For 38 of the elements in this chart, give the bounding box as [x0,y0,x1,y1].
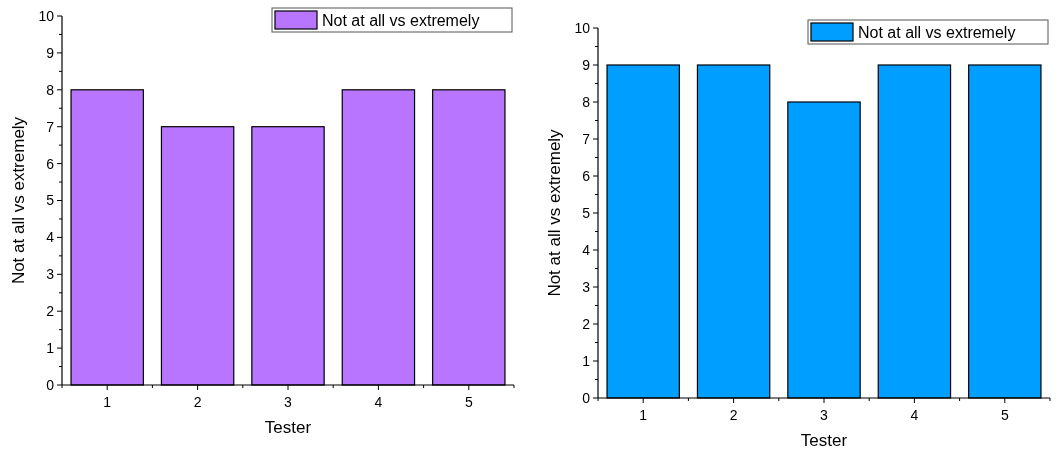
y-tick-label: 9 [46,44,55,61]
y-tick-label: 1 [582,352,591,369]
x-tick-label: 4 [374,394,383,410]
y-tick-label: 4 [46,229,55,246]
y-tick-label: 6 [46,155,55,172]
y-tick-label: 8 [46,81,55,98]
y-tick-label: 2 [582,315,591,332]
legend-label: Not at all vs extremely [322,11,480,29]
y-tick-label: 3 [582,278,591,295]
y-tick-label: 8 [582,93,591,110]
y-tick-label: 10 [38,7,55,24]
y-axis-title: Not at all vs extremely [9,116,28,285]
y-axis-title: Not at all vs extremely [545,128,564,297]
y-tick-label: 10 [574,19,591,36]
y-tick-label: 6 [582,167,591,184]
x-tick-label: 1 [639,407,648,423]
y-tick-label: 5 [582,204,591,221]
y-tick-label: 3 [46,266,55,283]
y-tick-label: 5 [46,192,55,209]
y-tick-label: 7 [46,118,55,135]
x-tick-label: 3 [820,407,829,423]
y-tick-label: 1 [46,340,55,356]
y-tick-label: 7 [582,130,591,147]
x-tick-label: 1 [103,394,112,410]
y-tick-label: 0 [46,376,55,393]
x-tick-label: 3 [284,394,293,410]
x-axis-title: Tester [800,431,848,450]
x-tick-label: 5 [1000,407,1009,423]
legend-label: Not at all vs extremely [858,23,1016,41]
y-tick-label: 4 [582,241,591,258]
x-tick-label: 2 [193,394,202,410]
y-tick-label: 9 [582,56,591,73]
x-axis-title: Tester [264,418,312,437]
y-tick-label: 2 [46,303,55,320]
y-tick-label: 0 [582,389,591,406]
x-tick-label: 2 [729,407,738,423]
x-tick-label: 5 [464,394,473,410]
x-tick-label: 4 [910,407,919,423]
